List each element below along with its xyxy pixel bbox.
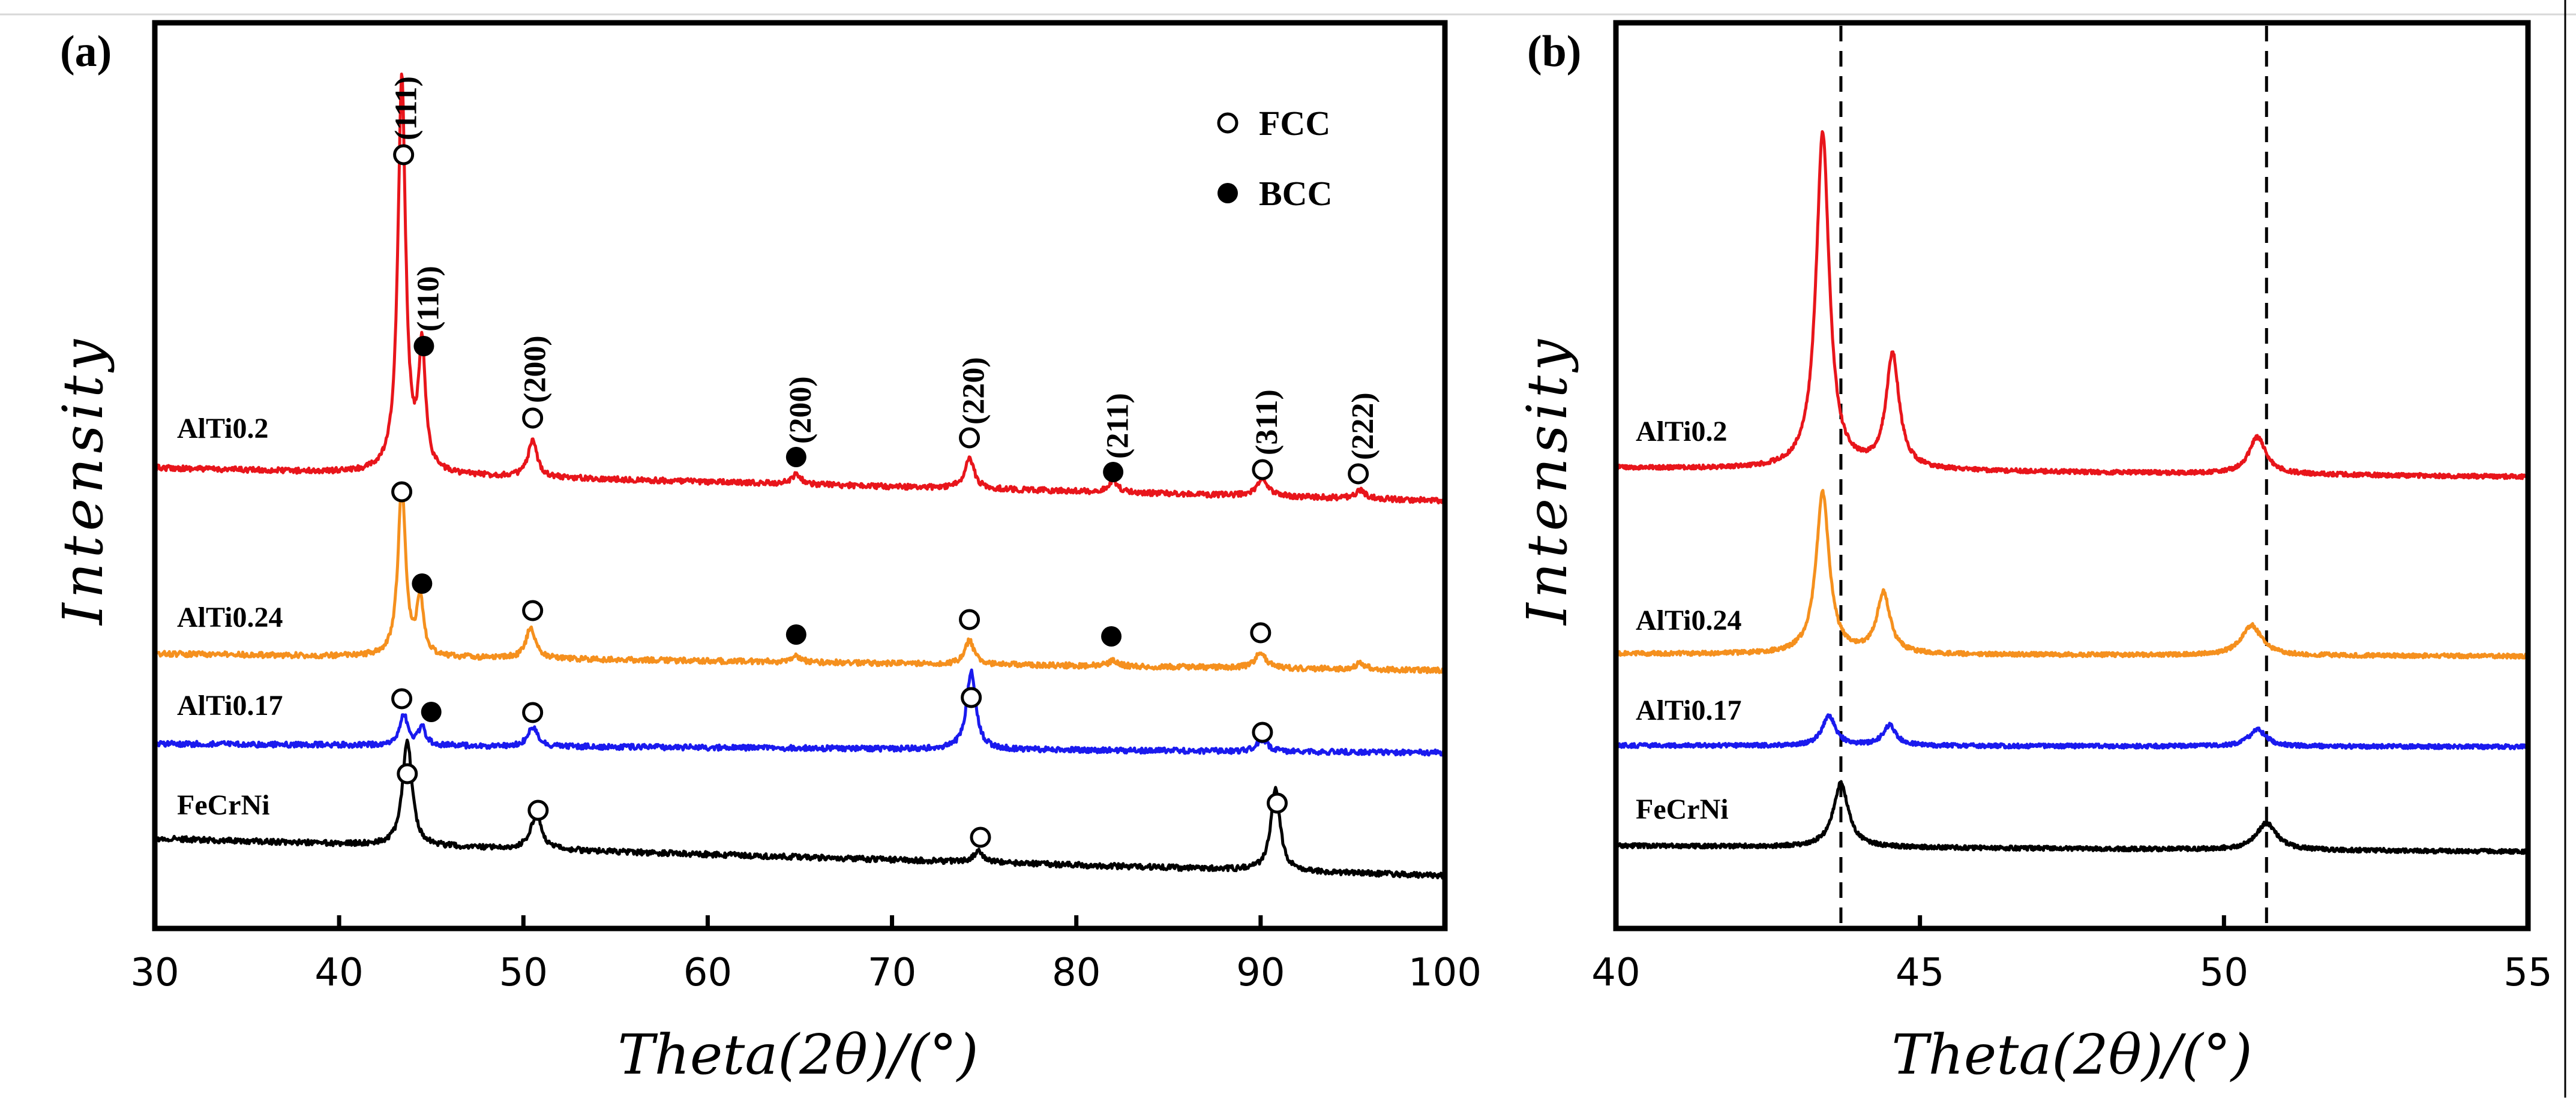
miller-index-label: (111): [389, 76, 424, 140]
panel-b-x-ticks: 40 45 50 55: [1591, 915, 2553, 995]
fcc-peak-marker: [391, 481, 413, 503]
panel-b-x-tick-label-40: 40: [1591, 951, 1640, 995]
fcc-peak-marker: [1348, 463, 1369, 485]
panel-a-series-line-alti0-24: [153, 485, 1447, 674]
panel-b-series-line-alti0-17: [1615, 713, 2529, 750]
fcc-peak-marker: [1267, 792, 1288, 814]
panel-a-series: AlTi0.2 AlTi0.24 AlTi0.17 FeCrNi: [153, 73, 1447, 880]
miller-index-label: (222): [1346, 392, 1380, 460]
fcc-peak-marker: [959, 427, 980, 449]
miller-index-label: (200): [518, 335, 553, 403]
legend-fcc-label: FCC: [1259, 104, 1330, 143]
miller-index-label: (220): [957, 357, 991, 425]
bcc-peak-marker: [785, 447, 806, 467]
panel-a-x-tick-label-40: 40: [314, 951, 363, 995]
bcc-peak-marker: [1103, 462, 1124, 482]
panel-b-series-label-alti0-2: AlTi0.2: [1636, 416, 1727, 447]
panel-b-series: AlTi0.2 AlTi0.24 AlTi0.17 FeCrNi: [1614, 130, 2530, 855]
fcc-peak-marker: [959, 609, 980, 630]
miller-index-label: (311): [1250, 389, 1284, 455]
panel-a-series-label-fecrni: FeCrNi: [177, 789, 270, 821]
panel-a-x-tick-label-60: 60: [683, 951, 732, 995]
fcc-peak-marker: [1250, 622, 1271, 644]
panel-b-series-label-fecrni: FeCrNi: [1636, 794, 1729, 825]
fcc-peak-marker: [527, 800, 549, 821]
panel-a-x-tick-label-70: 70: [868, 951, 916, 995]
panel-a-series-label-alti0-17: AlTi0.17: [177, 690, 283, 722]
panel-b-series-line-fecrni: [1614, 780, 2529, 855]
panel-b-series-label-alti0-17: AlTi0.17: [1636, 695, 1741, 726]
legend-bcc-marker: [1217, 183, 1238, 203]
fcc-peak-marker: [393, 144, 415, 166]
panel-b-series-line-alti0-24: [1614, 489, 2530, 660]
panel-a-x-tick-label-30: 30: [130, 951, 179, 995]
panel-a-series-line-alti0-17: [153, 668, 1447, 757]
panel-a-y-axis-title: Intensity: [51, 335, 115, 626]
legend-fcc-marker: [1217, 112, 1238, 134]
panel-b-x-axis-title: Theta(2θ)/(°): [1891, 1023, 2252, 1087]
bcc-peak-marker: [413, 336, 434, 356]
miller-index-label: (110): [412, 266, 446, 332]
panel-a-x-tick-label-90: 90: [1236, 951, 1285, 995]
panel-a-legend: FCC BCC: [1217, 104, 1332, 213]
panel-a-series-line-fecrni: [153, 738, 1447, 880]
fcc-peak-marker: [970, 827, 991, 848]
panel-b-y-axis-title: Intensity: [1515, 335, 1579, 626]
fcc-peak-marker: [522, 407, 544, 429]
panel-b-x-tick-label-50: 50: [2200, 951, 2248, 995]
fcc-peak-marker: [522, 600, 544, 621]
panel-b-series-label-alti0-24: AlTi0.24: [1636, 605, 1741, 636]
miller-index-label: (211): [1100, 393, 1135, 459]
miller-index-label: (200): [784, 376, 818, 444]
panel-a-series-line-alti0-2: [153, 73, 1447, 504]
fcc-peak-marker: [961, 687, 982, 708]
panel-b: (b) AlTi0.2 AlTi0.24 AlTi0.17 FeCrNi 40 45 50…: [1515, 20, 2553, 1087]
fcc-peak-marker: [1252, 722, 1273, 743]
panel-b-x-tick-label-45: 45: [1896, 951, 1944, 995]
panel-a-x-tick-label-80: 80: [1052, 951, 1100, 995]
panel-a-frame: [152, 20, 1448, 931]
panel-a-series-label-alti0-2: AlTi0.2: [177, 413, 268, 444]
bcc-peak-marker: [1101, 626, 1122, 647]
panel-a-letter: (a): [60, 27, 112, 76]
panel-a-series-label-alti0-24: AlTi0.24: [177, 602, 283, 633]
panel-a-annotations: (111) (110) (200) (200) (220) (211) (311) (222): [389, 76, 1380, 848]
panel-b-series-line-alti0-2: [1615, 130, 2530, 480]
panel-a-x-tick-label-100: 100: [1408, 951, 1482, 995]
panel-a-x-axis-title: Theta(2θ)/(°): [617, 1023, 978, 1087]
panel-b-x-tick-label-55: 55: [2503, 951, 2552, 995]
fcc-peak-marker: [522, 702, 544, 723]
panel-a-x-tick-label-50: 50: [499, 951, 548, 995]
bcc-peak-marker: [785, 624, 806, 645]
panel-b-letter: (b): [1527, 27, 1581, 76]
panel-b-frame: [1613, 20, 2531, 931]
fcc-peak-marker: [391, 688, 413, 710]
bcc-peak-marker: [412, 573, 433, 594]
bcc-peak-marker: [421, 702, 442, 722]
panel-a-x-ticks: 30 40 50 60 70 80 90 100: [130, 915, 1482, 995]
fcc-peak-marker: [397, 763, 418, 785]
legend-bcc-label: BCC: [1259, 174, 1332, 213]
fcc-peak-marker: [1252, 459, 1273, 480]
